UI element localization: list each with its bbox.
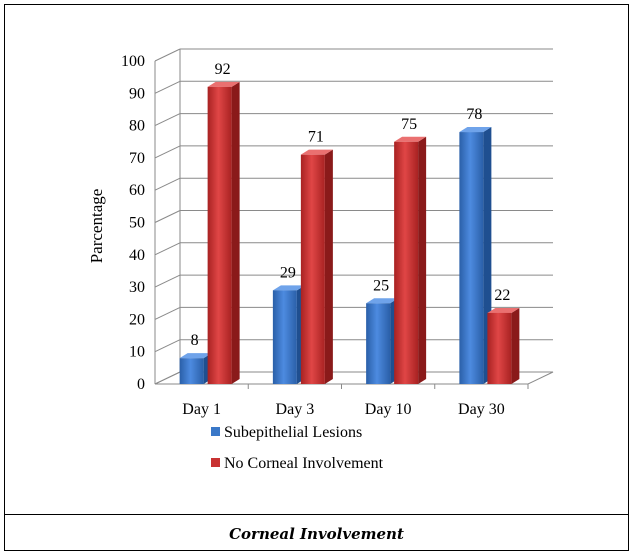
bar-side — [418, 136, 427, 384]
data-label: 75 — [401, 116, 417, 133]
x-tick-label: Day 3 — [276, 401, 315, 418]
bar-front — [366, 303, 391, 384]
x-tick-label: Day 30 — [458, 401, 505, 418]
bar-no-corneal-day-10 — [394, 136, 427, 384]
data-label: 71 — [308, 129, 324, 146]
y-tick-label: 20 — [129, 311, 145, 328]
bar-top — [179, 353, 212, 359]
bars — [179, 81, 520, 384]
y-tick-label: 10 — [129, 344, 145, 361]
axes: 0 10 20 30 40 50 60 70 80 90 100 Day 1 Day 3 Day 10 Da… — [121, 49, 554, 418]
bar-top — [207, 81, 240, 87]
data-label: 78 — [466, 106, 482, 123]
bar-front — [459, 132, 484, 384]
bar-no-corneal-day-3 — [300, 149, 333, 384]
x-tick-label: Day 10 — [365, 401, 412, 418]
gridline-side — [154, 177, 181, 191]
y-tick-label: 40 — [129, 247, 145, 264]
y-axis-title: Parcentage — [87, 189, 106, 264]
legend-swatch — [211, 427, 220, 436]
y-tick-label: 0 — [137, 376, 145, 393]
data-labels: 8 92 29 71 25 75 78 22 — [191, 61, 511, 349]
data-label: 22 — [494, 287, 510, 304]
gridline-side — [154, 274, 181, 288]
gridline-side — [154, 48, 181, 62]
bar-front — [272, 290, 297, 384]
y-tick-label: 70 — [129, 150, 145, 167]
data-label: 25 — [373, 277, 389, 294]
gridline-side — [154, 80, 181, 94]
caption-divider — [5, 514, 628, 515]
bar-front — [300, 154, 325, 384]
bar-subepithelial-day-30 — [459, 127, 492, 384]
bar-top — [272, 285, 305, 291]
x-tick-label: Day 1 — [182, 401, 221, 418]
y-tick-label: 80 — [129, 118, 145, 135]
bar-front — [394, 141, 419, 384]
bar-top — [366, 298, 399, 304]
figure-caption: Corneal Involvement — [229, 525, 404, 543]
data-label: 8 — [191, 332, 199, 349]
bar-subepithelial-day-1 — [179, 353, 212, 384]
y-tick-label: 30 — [129, 279, 145, 296]
bar-side — [324, 149, 333, 384]
bar-subepithelial-day-3 — [272, 285, 305, 384]
data-label: 92 — [215, 61, 231, 78]
bar-top — [459, 127, 492, 133]
y-tick-label: 90 — [129, 85, 145, 102]
bar-front — [207, 86, 232, 384]
y-tick-label: 60 — [129, 182, 145, 199]
bar-top — [487, 307, 520, 313]
bar-no-corneal-day-30 — [487, 307, 520, 384]
gridline-side — [154, 242, 181, 256]
bar-side — [231, 81, 240, 384]
legend-label: No Corneal Involvement — [224, 455, 384, 472]
bar-subepithelial-day-10 — [366, 298, 399, 384]
y-tick-label: 50 — [129, 215, 145, 232]
bar-no-corneal-day-1 — [207, 81, 240, 384]
legend-label: Subepithelial Lesions — [224, 424, 362, 441]
gridline-side — [154, 113, 181, 127]
legend: Subepithelial Lesions No Corneal Involvem… — [211, 424, 384, 472]
bar-top — [394, 136, 427, 142]
bar-side — [511, 307, 520, 384]
data-label: 29 — [280, 264, 296, 281]
bar-top — [300, 149, 333, 155]
y-tick-label: 100 — [121, 53, 145, 70]
bar-front — [487, 312, 512, 384]
legend-swatch — [211, 458, 220, 467]
gridline-side — [154, 339, 181, 353]
bar-front — [179, 358, 204, 384]
gridline-side — [154, 306, 181, 320]
gridline-side — [154, 145, 181, 159]
gridline-side — [154, 210, 181, 223]
